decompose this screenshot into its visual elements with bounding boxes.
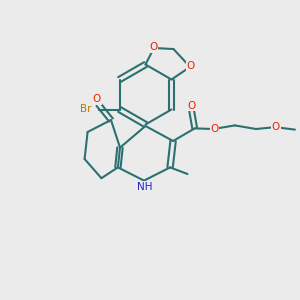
Text: O: O [149,42,158,52]
Text: Br: Br [80,104,91,114]
Text: O: O [210,124,219,134]
Text: O: O [92,94,101,104]
Text: O: O [272,122,280,132]
Text: O: O [187,61,195,71]
Text: NH: NH [137,182,152,192]
Text: O: O [187,100,195,111]
